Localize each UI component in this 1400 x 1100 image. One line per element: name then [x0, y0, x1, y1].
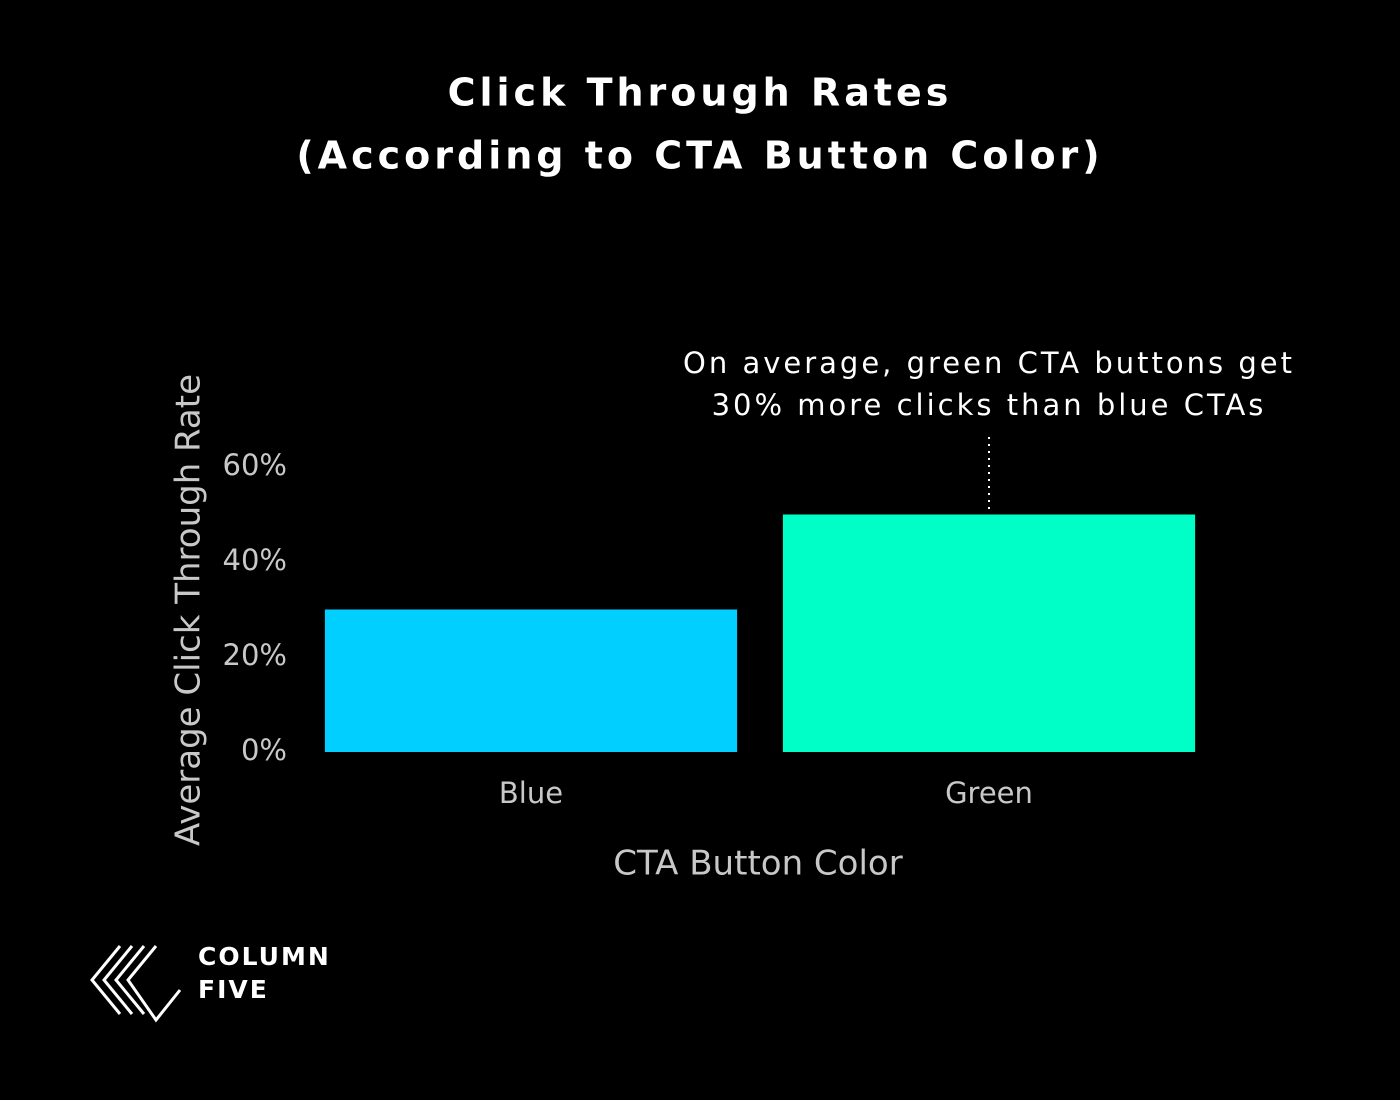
y-tick-label: 20%: [223, 638, 287, 672]
chart-title: Click Through Rates: [448, 71, 953, 115]
x-tick-label: Green: [945, 776, 1033, 810]
y-tick-label: 40%: [223, 543, 287, 577]
x-axis-label: CTA Button Color: [613, 844, 902, 884]
y-tick-label: 60%: [223, 448, 287, 482]
y-axis-label: Average Click Through Rate: [169, 374, 209, 846]
x-tick-label: Blue: [499, 776, 563, 810]
logo-text: FIVE: [198, 975, 269, 1004]
chart-subtitle: (According to CTA Button Color): [296, 134, 1103, 178]
bar: [782, 514, 1196, 752]
y-tick-label: 0%: [241, 733, 287, 767]
logo-text: COLUMN: [198, 942, 331, 971]
logo: [90, 945, 182, 1023]
logo-mark: [90, 945, 182, 1023]
bar: [324, 609, 738, 752]
annotation: 30% more clicks than blue CTAs: [712, 388, 1267, 422]
annotation: On average, green CTA buttons get: [683, 346, 1295, 380]
